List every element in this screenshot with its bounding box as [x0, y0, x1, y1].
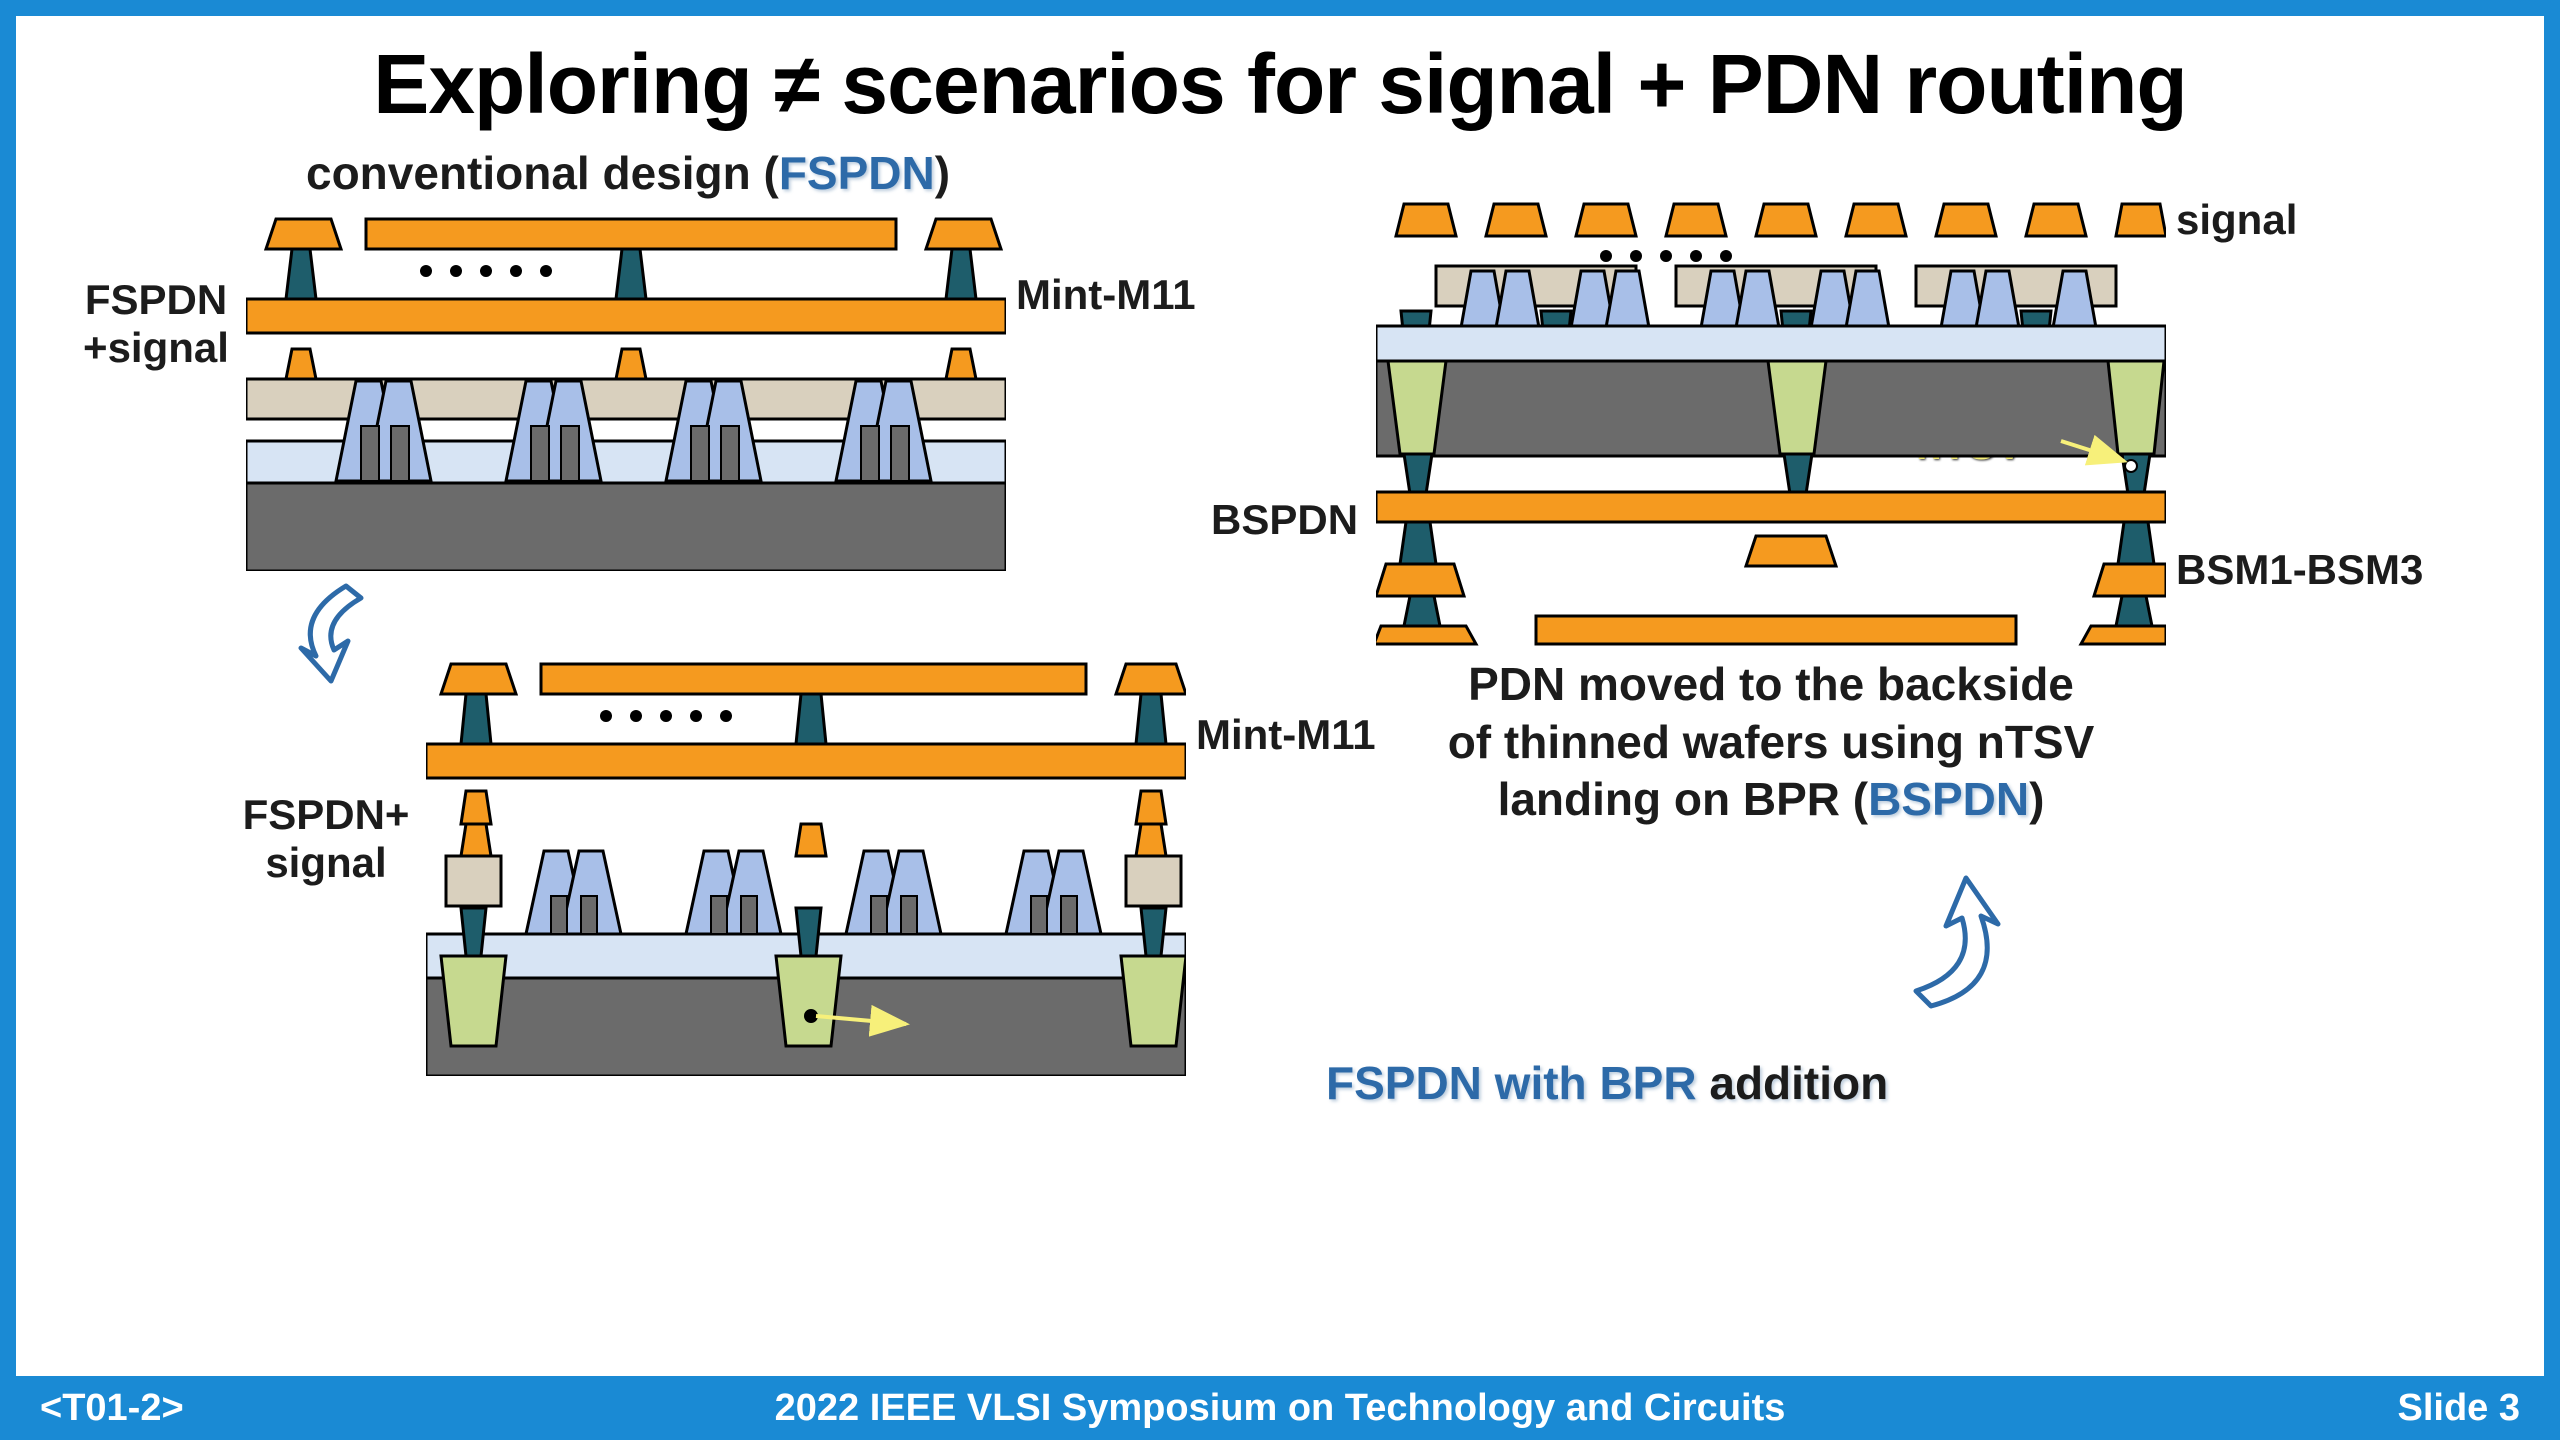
label-fspdn-bpr-caption: FSPDN with BPR addition: [1326, 1056, 1888, 1110]
label-bsm: BSM1-BSM3: [2176, 546, 2423, 594]
label-right-caption: PDN moved to the backside of thinned waf…: [1376, 656, 2166, 829]
label-fspdn-signal-2: FSPDN+signal: [226, 791, 426, 887]
label-signal: signal: [2176, 196, 2297, 244]
label-fspdn-signal-1: FSPDN+signal: [56, 276, 256, 372]
label-mint-m11-1: Mint-M11: [1016, 271, 1196, 319]
label-bspdn: BSPDN: [1211, 496, 1358, 544]
diagram-a: [246, 211, 1006, 571]
diagram-b: [426, 656, 1186, 1076]
arrow-a-to-b-icon: [286, 576, 406, 686]
footer: <T01-2> 2022 IEEE VLSI Symposium on Tech…: [0, 1376, 2560, 1440]
slide-title: Exploring ≠ scenarios for signal + PDN r…: [16, 36, 2544, 133]
slide: Exploring ≠ scenarios for signal + PDN r…: [0, 0, 2560, 1440]
arrow-c-to-b-icon: [1896, 866, 2026, 1016]
label-conventional: conventional design (FSPDN): [306, 146, 950, 200]
footer-center: 2022 IEEE VLSI Symposium on Technology a…: [0, 1387, 2560, 1430]
label-mint-m11-2: Mint-M11: [1196, 711, 1376, 759]
diagram-c: [1376, 196, 2166, 646]
